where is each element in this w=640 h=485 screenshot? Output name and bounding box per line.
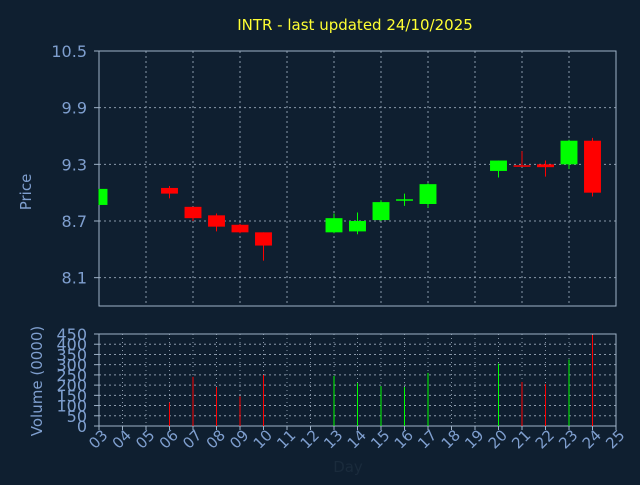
day-tick-label: 16: [391, 426, 417, 452]
day-tick-label: 22: [532, 426, 558, 452]
price-axis-label: Price: [17, 174, 35, 211]
chart-title: INTR - last updated 24/10/2025: [237, 16, 473, 34]
volume-tick-label: 350: [56, 345, 87, 364]
candle-body: [537, 164, 554, 168]
day-tick-label: 08: [203, 426, 229, 452]
day-tick-label: 12: [297, 426, 323, 452]
volume-tick-label: 100: [56, 397, 87, 416]
day-tick-label: 14: [344, 426, 370, 452]
candle-body: [325, 218, 343, 233]
day-tick-label: 06: [156, 426, 182, 452]
day-tick-label: 10: [250, 426, 276, 452]
day-tick-label: 25: [602, 426, 628, 452]
volume-tick-label: 450: [56, 325, 87, 344]
candle-body: [513, 165, 531, 167]
candle-body: [584, 140, 601, 193]
candle-body: [372, 202, 390, 221]
day-tick-label: 09: [226, 426, 252, 452]
volume-axis-label: Volume (0000): [28, 326, 46, 436]
day-tick-label: 03: [85, 426, 111, 452]
candle-body: [99, 188, 108, 205]
price-tick-label: 8.7: [62, 212, 87, 231]
candle-body: [231, 224, 249, 233]
volume-tick-label: 50: [67, 407, 87, 426]
day-tick-label: 04: [109, 426, 135, 452]
candle-body: [490, 160, 507, 171]
candle-body: [255, 232, 272, 246]
volume-tick-label: 200: [56, 376, 87, 395]
candle-body: [184, 206, 202, 219]
day-tick-label: 18: [438, 426, 464, 452]
volume-tick-label: 250: [56, 366, 87, 385]
candle-body: [208, 215, 225, 227]
volume-tick-label: 400: [56, 335, 87, 354]
day-axis-label: Day: [333, 458, 363, 476]
volume-tick-label: 0: [77, 417, 87, 436]
day-tick-label: 21: [508, 426, 534, 452]
volume-tick-label: 150: [56, 386, 87, 405]
candle-body: [560, 140, 578, 165]
day-tick-label: 11: [273, 426, 299, 452]
price-frame: [98, 50, 617, 307]
volume-tick-label: 300: [56, 356, 87, 375]
price-tick-label: 10.5: [51, 42, 87, 61]
price-tick-label: 9.9: [62, 99, 87, 118]
candle-body: [349, 221, 366, 232]
day-tick-label: 24: [579, 426, 605, 452]
day-tick-label: 15: [367, 426, 393, 452]
price-tick-label: 9.3: [62, 155, 87, 174]
day-tick-label: 23: [555, 426, 581, 452]
candle-body: [396, 199, 413, 201]
day-tick-label: 13: [320, 426, 346, 452]
day-tick-label: 17: [414, 426, 440, 452]
day-tick-label: 05: [132, 426, 158, 452]
price-tick-label: 8.1: [62, 269, 87, 288]
candle-body: [419, 184, 437, 204]
day-tick-label: 19: [461, 426, 487, 452]
day-axis: 0304050607080910111213141516171819202122…: [85, 426, 628, 452]
price-panel: 8.1 8.7 9.3 9.9 10.5: [51, 42, 617, 307]
day-tick-label: 07: [179, 426, 205, 452]
day-tick-label: 20: [485, 426, 511, 452]
candle-body: [161, 187, 178, 194]
